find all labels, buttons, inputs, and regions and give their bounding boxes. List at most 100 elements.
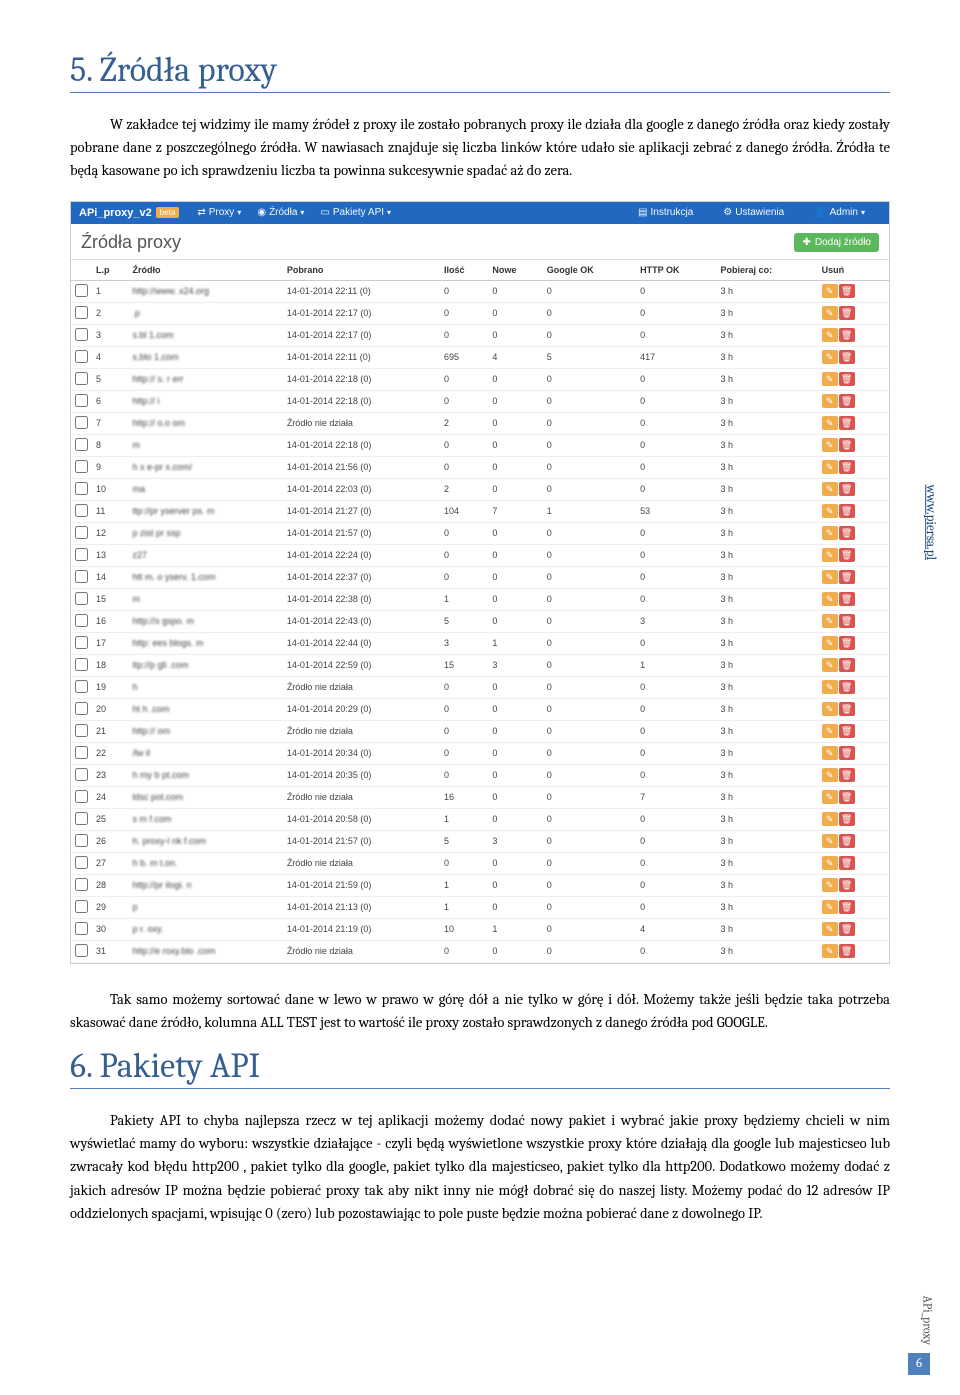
nav-zrodla[interactable]: ◉ Źródła ▾	[257, 207, 304, 218]
delete-button[interactable]: 🗑	[839, 680, 855, 694]
row-checkbox[interactable]	[75, 328, 88, 341]
delete-button[interactable]: 🗑	[839, 636, 855, 650]
row-checkbox[interactable]	[75, 284, 88, 297]
edit-button[interactable]: ✎	[822, 416, 838, 430]
cell-source[interactable]: s.blo 1.com	[129, 346, 283, 368]
edit-button[interactable]: ✎	[822, 636, 838, 650]
cell-source[interactable]: h x e-pr x.com/	[129, 456, 283, 478]
cell-source[interactable]: p r. oxy.	[129, 918, 283, 940]
delete-button[interactable]: 🗑	[839, 900, 855, 914]
cell-source[interactable]: h	[129, 676, 283, 698]
cell-source[interactable]: h b. m t.on.	[129, 852, 283, 874]
cell-source[interactable]: s m f.com	[129, 808, 283, 830]
edit-button[interactable]: ✎	[822, 746, 838, 760]
delete-button[interactable]: 🗑	[839, 284, 855, 298]
row-checkbox[interactable]	[75, 746, 88, 759]
delete-button[interactable]: 🗑	[839, 878, 855, 892]
row-checkbox[interactable]	[75, 724, 88, 737]
cell-source[interactable]: http:// om	[129, 720, 283, 742]
nav-instrukcja[interactable]: ▤ Instrukcja	[638, 207, 693, 218]
edit-button[interactable]: ✎	[822, 460, 838, 474]
edit-button[interactable]: ✎	[822, 680, 838, 694]
row-checkbox[interactable]	[75, 350, 88, 363]
row-checkbox[interactable]	[75, 944, 88, 957]
row-checkbox[interactable]	[75, 922, 88, 935]
add-source-button[interactable]: ✚ Dodaj źródło	[794, 233, 879, 252]
cell-source[interactable]: http://www. x24.org	[129, 280, 283, 302]
edit-button[interactable]: ✎	[822, 944, 838, 958]
row-checkbox[interactable]	[75, 416, 88, 429]
row-checkbox[interactable]	[75, 570, 88, 583]
row-checkbox[interactable]	[75, 702, 88, 715]
row-checkbox[interactable]	[75, 548, 88, 561]
delete-button[interactable]: 🗑	[839, 834, 855, 848]
delete-button[interactable]: 🗑	[839, 746, 855, 760]
edit-button[interactable]: ✎	[822, 482, 838, 496]
row-checkbox[interactable]	[75, 504, 88, 517]
edit-button[interactable]: ✎	[822, 768, 838, 782]
edit-button[interactable]: ✎	[822, 350, 838, 364]
cell-source[interactable]: z27	[129, 544, 283, 566]
delete-button[interactable]: 🗑	[839, 350, 855, 364]
cell-source[interactable]: http:// s. r err	[129, 368, 283, 390]
delete-button[interactable]: 🗑	[839, 460, 855, 474]
nav-proxy[interactable]: ⇄ Proxy ▾	[197, 207, 241, 218]
delete-button[interactable]: 🗑	[839, 570, 855, 584]
edit-button[interactable]: ✎	[822, 658, 838, 672]
cell-source[interactable]: h my b pt.com	[129, 764, 283, 786]
row-checkbox[interactable]	[75, 438, 88, 451]
edit-button[interactable]: ✎	[822, 548, 838, 562]
delete-button[interactable]: 🗑	[839, 944, 855, 958]
edit-button[interactable]: ✎	[822, 328, 838, 342]
delete-button[interactable]: 🗑	[839, 702, 855, 716]
cell-source[interactable]: s.bl 1.com	[129, 324, 283, 346]
delete-button[interactable]: 🗑	[839, 856, 855, 870]
delete-button[interactable]: 🗑	[839, 812, 855, 826]
edit-button[interactable]: ✎	[822, 614, 838, 628]
row-checkbox[interactable]	[75, 680, 88, 693]
edit-button[interactable]: ✎	[822, 878, 838, 892]
delete-button[interactable]: 🗑	[839, 548, 855, 562]
row-checkbox[interactable]	[75, 900, 88, 913]
edit-button[interactable]: ✎	[822, 504, 838, 518]
edit-button[interactable]: ✎	[822, 394, 838, 408]
cell-source[interactable]: .p	[129, 302, 283, 324]
row-checkbox[interactable]	[75, 482, 88, 495]
row-checkbox[interactable]	[75, 658, 88, 671]
row-checkbox[interactable]	[75, 394, 88, 407]
edit-button[interactable]: ✎	[822, 724, 838, 738]
cell-source[interactable]: /lw il	[129, 742, 283, 764]
delete-button[interactable]: 🗑	[839, 790, 855, 804]
row-checkbox[interactable]	[75, 306, 88, 319]
row-checkbox[interactable]	[75, 790, 88, 803]
edit-button[interactable]: ✎	[822, 812, 838, 826]
edit-button[interactable]: ✎	[822, 372, 838, 386]
cell-source[interactable]: htt m. o yserv. 1.com	[129, 566, 283, 588]
edit-button[interactable]: ✎	[822, 526, 838, 540]
edit-button[interactable]: ✎	[822, 702, 838, 716]
edit-button[interactable]: ✎	[822, 834, 838, 848]
cell-source[interactable]: ht h .com	[129, 698, 283, 720]
nav-admin[interactable]: 👤 Admin ▾	[814, 207, 865, 218]
cell-source[interactable]: http://pr ilogi. n	[129, 874, 283, 896]
cell-source[interactable]: h. proxy-l nk f.com	[129, 830, 283, 852]
delete-button[interactable]: 🗑	[839, 614, 855, 628]
edit-button[interactable]: ✎	[822, 592, 838, 606]
row-checkbox[interactable]	[75, 460, 88, 473]
delete-button[interactable]: 🗑	[839, 394, 855, 408]
nav-pakiety[interactable]: ▭ Pakiety API ▾	[320, 207, 391, 218]
row-checkbox[interactable]	[75, 856, 88, 869]
row-checkbox[interactable]	[75, 812, 88, 825]
row-checkbox[interactable]	[75, 878, 88, 891]
delete-button[interactable]: 🗑	[839, 526, 855, 540]
cell-source[interactable]: http://e roxy.blo .com	[129, 940, 283, 962]
cell-source[interactable]: ttp://pr yserver ps. m	[129, 500, 283, 522]
row-checkbox[interactable]	[75, 768, 88, 781]
delete-button[interactable]: 🗑	[839, 372, 855, 386]
edit-button[interactable]: ✎	[822, 306, 838, 320]
cell-source[interactable]: ttp://p gli .com	[129, 654, 283, 676]
delete-button[interactable]: 🗑	[839, 592, 855, 606]
row-checkbox[interactable]	[75, 372, 88, 385]
cell-source[interactable]: ma	[129, 478, 283, 500]
edit-button[interactable]: ✎	[822, 900, 838, 914]
